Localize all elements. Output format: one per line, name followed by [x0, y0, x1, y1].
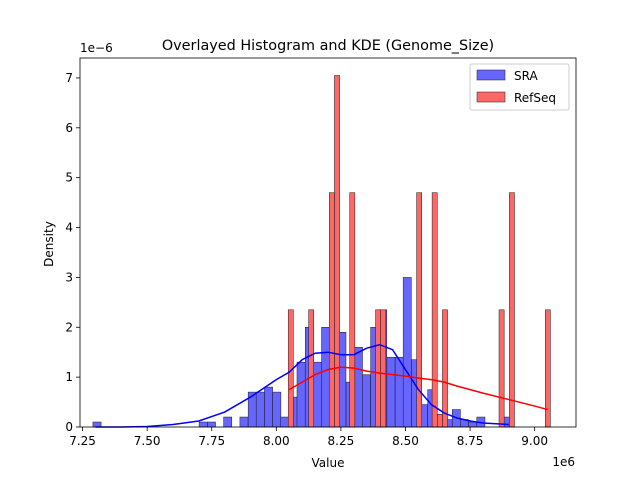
sra-bar-7 — [264, 386, 273, 428]
legend-swatch-refseq — [476, 91, 506, 103]
x-tick-label-1: 7.50 — [134, 434, 161, 448]
plot-area: 7.25 7.50 7.75 8.00 8.25 8.50 8.75 9.00 0 1 2 3 4 5 6 7 — [65, 57, 577, 448]
x-axis-label: Value — [312, 456, 345, 470]
refseq-bar-9 — [437, 414, 443, 428]
x-tick-label-4: 8.25 — [328, 434, 355, 448]
x-tick-label-0: 7.25 — [69, 434, 96, 448]
refseq-bar-11 — [498, 309, 505, 428]
y-tick-label-6: 6 — [65, 121, 73, 135]
chart-title: Overlayed Histogram and KDE (Genome_Size… — [162, 38, 494, 54]
refseq-bar-5 — [375, 309, 381, 428]
legend-label-sra: SRA — [514, 69, 538, 83]
x-offset-label: 1e6 — [552, 455, 575, 469]
refseq-bar-6 — [380, 309, 387, 428]
refseq-bar-1 — [308, 309, 315, 428]
refseq-bar-3 — [334, 75, 340, 428]
sra-bar-6 — [255, 391, 265, 428]
y-tick-label-7: 7 — [65, 71, 73, 85]
refseq-bar-10 — [442, 309, 448, 428]
sra-bar-9 — [280, 416, 290, 428]
sra-bar-32 — [468, 421, 477, 428]
sra-bar-22 — [386, 356, 396, 428]
sra-bar-4 — [239, 416, 249, 428]
y-tick-label-5: 5 — [65, 171, 73, 185]
sra-bar-11 — [296, 361, 306, 428]
y-tick-label-0: 0 — [65, 420, 73, 434]
sra-bar-1 — [198, 421, 208, 428]
axes-frame — [79, 57, 577, 428]
refseq-bar-8 — [431, 192, 438, 428]
sra-bar-3 — [223, 416, 233, 428]
y-tick-label-3: 3 — [65, 270, 73, 284]
y-tick-label-1: 1 — [65, 370, 73, 384]
x-tick-label-6: 8.75 — [457, 434, 484, 448]
x-tick-label-5: 8.50 — [392, 434, 419, 448]
refseq-bar-4 — [349, 192, 356, 428]
y-tick-label-4: 4 — [65, 221, 73, 235]
refseq-kde-line — [288, 366, 548, 411]
x-tick-label-7: 9.00 — [521, 434, 548, 448]
legend-label-refseq: RefSeq — [514, 91, 556, 105]
sra-bar-14 — [321, 327, 330, 428]
x-tick-label-2: 7.75 — [198, 434, 225, 448]
y-tick-label-2: 2 — [65, 320, 73, 334]
sra-bar-23 — [394, 356, 404, 428]
sra-bar-19 — [362, 374, 371, 428]
refseq-bar-12 — [509, 192, 515, 428]
legend-swatch-sra — [476, 69, 506, 81]
sra-bar-2 — [207, 421, 216, 428]
y-offset-label: 1e−6 — [80, 41, 113, 55]
y-axis-label: Density — [42, 221, 56, 267]
refseq-bar-2 — [329, 192, 335, 428]
sra-kde-line — [95, 343, 509, 428]
legend: SRA RefSeq — [469, 63, 570, 111]
sra-bar-18 — [354, 346, 363, 428]
sra-bar-24 — [402, 277, 412, 428]
x-tick-label-3: 8.00 — [263, 434, 290, 448]
sra-bar-8 — [272, 391, 282, 428]
